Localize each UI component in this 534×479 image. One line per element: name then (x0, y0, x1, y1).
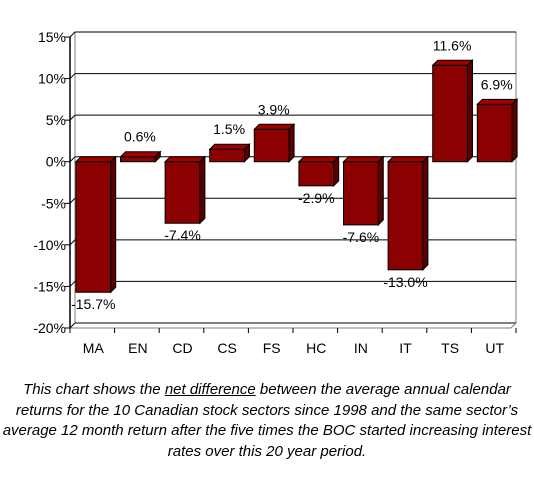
gridline-depth (69, 156, 76, 163)
caption-text-end: between the average annual calendar retu… (2, 381, 532, 460)
bar-side (422, 155, 429, 272)
gridline-depth (69, 322, 76, 329)
y-tick-label: 15% (38, 29, 66, 45)
bar-front (164, 161, 201, 224)
category-label-en: EN (128, 340, 147, 356)
bar-front (298, 161, 335, 187)
gridline-depth (69, 239, 76, 246)
bar-side (243, 143, 250, 163)
bar-top (253, 123, 296, 130)
bar-in (342, 155, 385, 227)
bar-top (208, 143, 251, 150)
bar-side (333, 155, 340, 188)
gridline-depth (69, 281, 76, 287)
bar-side (199, 155, 206, 225)
value-label-in: -7.6% (343, 229, 380, 245)
bar-ts (431, 59, 474, 163)
bar-side (288, 123, 295, 163)
bar-cd (163, 155, 207, 225)
y-tick-label: -20% (33, 320, 66, 336)
bar-it (386, 155, 430, 272)
bar-en (119, 150, 162, 163)
y-tick-label: -15% (33, 278, 66, 294)
bar-side (511, 98, 518, 163)
bar-top (119, 151, 162, 158)
labels: -15.7% MA 0.6% EN -7.4% CD 1.5% CS 3.9% FS -2.9% HC… (71, 37, 513, 356)
bar-side (466, 59, 473, 163)
caption-text-start: This chart shows the (23, 381, 165, 398)
bar-top (386, 156, 430, 163)
bar-side (377, 155, 384, 227)
bar-cs (208, 143, 251, 163)
bar-chart: 15% 10% 5% 0% -5% -10% -15% -20% -15.7% MA 0.6% EN… (33, 29, 519, 356)
category-label-ts: TS (441, 340, 459, 356)
y-tick-label: 0% (46, 154, 66, 170)
value-label-cs: 1.5% (213, 121, 245, 137)
category-label-fs: FS (263, 340, 281, 356)
bar-front (387, 161, 424, 271)
gridline-depth (69, 114, 76, 121)
value-label-ut: 6.9% (481, 76, 513, 92)
category-label-in: IN (354, 340, 368, 356)
bar-fs (253, 123, 296, 163)
chart-caption: This chart shows the net difference betw… (0, 380, 534, 462)
value-label-hc: -2.9% (298, 190, 335, 206)
value-label-it: -13.0% (383, 274, 427, 290)
category-label-it: IT (399, 340, 412, 356)
bar-top (297, 156, 340, 163)
bar-front (343, 161, 379, 226)
category-label-hc: HC (306, 340, 326, 356)
bar-top (342, 156, 385, 163)
plot-floor-side (510, 322, 517, 329)
y-tick-label: -5% (41, 195, 66, 211)
bar-front (209, 148, 245, 163)
category-label-ma: MA (83, 340, 105, 356)
bar-side (154, 150, 161, 163)
bar-front (432, 64, 468, 163)
axes: 15% 10% 5% 0% -5% -10% -15% -20% (33, 29, 517, 336)
y-tick-label: 5% (46, 112, 66, 128)
gridline-depth (69, 31, 76, 38)
bar-top (431, 59, 474, 66)
bar-front (75, 161, 112, 293)
bar-front (120, 156, 156, 163)
y-tick-label: 10% (38, 71, 66, 87)
gridline-depth (69, 197, 76, 204)
bar-ma (74, 155, 117, 294)
bars (74, 59, 519, 294)
bar-front (476, 103, 513, 163)
bar-top (74, 156, 117, 163)
y-tick-label: -10% (33, 237, 66, 253)
value-label-ma: -15.7% (71, 296, 115, 312)
value-label-cd: -7.4% (164, 227, 201, 243)
bar-top (476, 98, 519, 105)
gridline-depth (69, 73, 76, 79)
category-label-ut: UT (485, 340, 504, 356)
bar-ut (476, 98, 519, 163)
category-label-cd: CD (172, 340, 192, 356)
bar-top (163, 156, 207, 163)
bar-side (110, 155, 117, 294)
bar-front (253, 128, 290, 163)
value-label-ts: 11.6% (433, 37, 472, 53)
value-label-en: 0.6% (124, 129, 156, 145)
caption-underlined-text: net difference (164, 381, 256, 398)
category-label-cs: CS (217, 340, 236, 356)
bar-hc (297, 155, 340, 188)
value-label-fs: 3.9% (258, 101, 290, 117)
